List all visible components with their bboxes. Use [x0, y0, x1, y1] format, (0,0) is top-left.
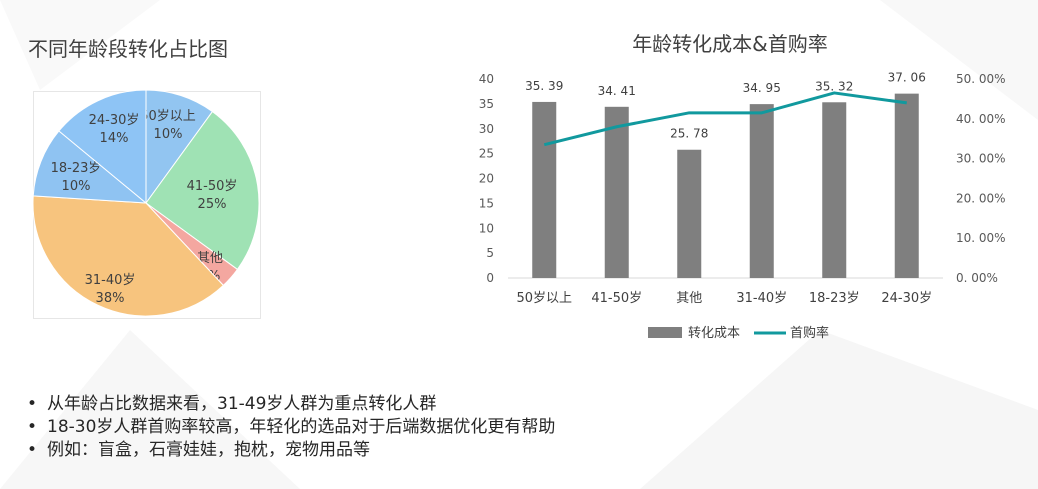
bullet-text: 18-30岁人群首购率较高，年轻化的选品对于后端数据优化更有帮助: [47, 417, 556, 437]
line-series-path: [543, 91, 907, 147]
y-left-tick-label: 25: [479, 147, 494, 161]
pie-slice: [58, 89, 147, 205]
bullet-item: • 从年龄占比数据来看，31-49岁人群为重点转化人群: [25, 393, 555, 416]
pie-slice-label: 50岁以上: [140, 109, 196, 124]
bar-value-label: 25. 78: [670, 127, 708, 141]
pie-slice-percent: 10%: [62, 179, 91, 194]
bar: [894, 93, 919, 278]
x-tick-label: 18-23岁: [809, 291, 860, 306]
pie-slice: [145, 110, 260, 271]
pie-chart-title: 不同年龄段转化占比图: [28, 37, 228, 61]
pie-slice: [145, 89, 214, 205]
y-right-tick-label: 50. 00%: [956, 72, 1006, 86]
x-tick-label: 31-40岁: [736, 291, 787, 306]
y-right-tick-label: 20. 00%: [956, 191, 1006, 205]
pie-slice-label: 18-23岁: [51, 161, 102, 176]
x-tick-label: 41-50岁: [591, 291, 642, 306]
legend-line-label: 首购率: [790, 325, 829, 341]
y-left-tick-label: 10: [479, 221, 494, 235]
bar: [749, 104, 774, 278]
y-left-tick-label: 30: [479, 122, 494, 136]
y-left-tick-label: 40: [479, 72, 494, 86]
y-left-tick-label: 15: [479, 196, 494, 210]
pie-chart: 50岁以上10%41-50岁25%其他3%31-40岁38%18-23岁10%2…: [32, 89, 260, 317]
bullet-list: • 从年龄占比数据来看，31-49岁人群为重点转化人群 • 18-30岁人群首购率较…: [25, 393, 555, 462]
bullet-dot: •: [27, 417, 38, 437]
bullet-text: 例如：盲盒，石膏娃娃，抱枕，宠物用品等: [47, 440, 370, 460]
pie-slice-percent: 10%: [154, 127, 183, 142]
bullet-text: 从年龄占比数据来看，31-49岁人群为重点转化人群: [47, 394, 437, 414]
bar: [677, 149, 702, 278]
bar: [822, 102, 847, 278]
x-tick-label: 24-30岁: [881, 291, 932, 306]
bar-value-label: 34. 41: [598, 84, 636, 98]
bullet-item: • 例如：盲盒，石膏娃娃，抱枕，宠物用品等: [25, 439, 555, 462]
y-left-tick-label: 5: [486, 246, 494, 260]
x-tick-label: 50岁以上: [516, 291, 572, 306]
pie-slice-label: 41-50岁: [187, 179, 238, 194]
y-left-tick-label: 20: [479, 172, 494, 186]
pie-slice-percent: 25%: [198, 197, 227, 212]
bar: [604, 106, 629, 278]
bar-value-label: 37. 06: [888, 71, 926, 85]
bar-value-label: 34. 95: [743, 81, 781, 95]
bullet-dot: •: [27, 394, 38, 414]
y-right-tick-label: 40. 00%: [956, 112, 1006, 126]
y-left-tick-label: 0: [486, 271, 494, 285]
pie-slice-percent: 14%: [100, 131, 129, 146]
y-right-tick-label: 10. 00%: [956, 231, 1006, 245]
pie-slice-label: 24-30岁: [89, 113, 140, 128]
bullet-dot: •: [27, 440, 38, 460]
combo-chart-title: 年龄转化成本&首购率: [632, 32, 828, 56]
pie-slice: [32, 195, 225, 317]
bar-value-label: 35. 39: [525, 79, 563, 93]
bar-value-label: 35. 32: [815, 79, 853, 93]
pie-slice-label: 其他: [197, 251, 223, 266]
y-right-tick-label: 0. 00%: [956, 271, 998, 285]
pie-slice-percent: 38%: [96, 291, 125, 306]
y-left-tick-label: 35: [479, 97, 494, 111]
legend-bar-label: 转化成本: [688, 326, 740, 341]
x-tick-label: 其他: [676, 291, 702, 306]
y-right-tick-label: 30. 00%: [956, 152, 1006, 166]
legend-bar-swatch: [648, 327, 682, 338]
pie-slice: [32, 130, 148, 204]
bar: [532, 101, 557, 279]
bullet-item: • 18-30岁人群首购率较高，年轻化的选品对于后端数据优化更有帮助: [25, 416, 555, 439]
pie-slice-label: 31-40岁: [85, 273, 136, 288]
combo-chart: 0 5 10 15 20 25 30 35 40 0. 00% 10. 00% 20. 00% 30. …: [479, 71, 1006, 341]
